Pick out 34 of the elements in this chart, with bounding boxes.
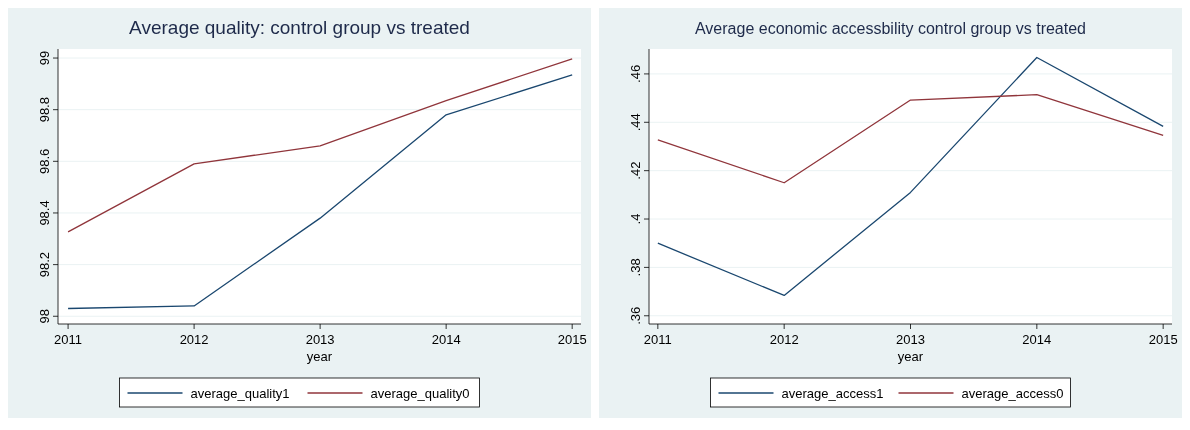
line-series xyxy=(67,58,573,233)
y-tick-label: .36 xyxy=(628,306,643,325)
x-tick-label: 2015 xyxy=(557,332,587,347)
y-tick-label: 98 xyxy=(37,309,52,324)
line-series xyxy=(657,94,1164,184)
x-tick-label: 2013 xyxy=(305,332,335,347)
x-tick-label: 2014 xyxy=(1022,332,1052,347)
legend-label: average_quality0 xyxy=(370,386,470,401)
x-tick-label: 2014 xyxy=(431,332,461,347)
x-axis-title: year xyxy=(306,349,333,364)
y-tick-label: .44 xyxy=(628,113,643,132)
y-tick-label: .38 xyxy=(628,258,643,277)
y-tick-label: .46 xyxy=(628,64,643,83)
y-tick-label: .42 xyxy=(628,161,643,180)
y-tick-label: 98.8 xyxy=(37,97,52,123)
line-series xyxy=(657,56,1164,297)
legend-label: average_access0 xyxy=(961,386,1064,401)
chart-title: Average quality: control group vs treated xyxy=(129,17,470,38)
y-tick-label: 98.4 xyxy=(37,200,52,226)
line-series xyxy=(67,74,573,310)
y-tick-label: 99 xyxy=(37,50,52,66)
x-tick-label: 2011 xyxy=(54,332,83,347)
y-tick-label: 98.6 xyxy=(37,148,52,174)
x-axis-title: year xyxy=(897,349,924,364)
x-tick-label: 2012 xyxy=(769,332,799,347)
legend-label: average_quality1 xyxy=(190,386,290,401)
chart-title: Average economic accessbility control group vs treated xyxy=(694,20,1087,37)
y-tick-label: 98.2 xyxy=(37,251,52,278)
x-tick-label: 2015 xyxy=(1148,332,1178,347)
y-tick-label: .4 xyxy=(628,213,643,225)
x-tick-label: 2012 xyxy=(179,332,209,347)
x-tick-label: 2011 xyxy=(643,332,672,347)
x-tick-label: 2013 xyxy=(896,332,925,347)
legend-label: average_access1 xyxy=(781,386,884,401)
